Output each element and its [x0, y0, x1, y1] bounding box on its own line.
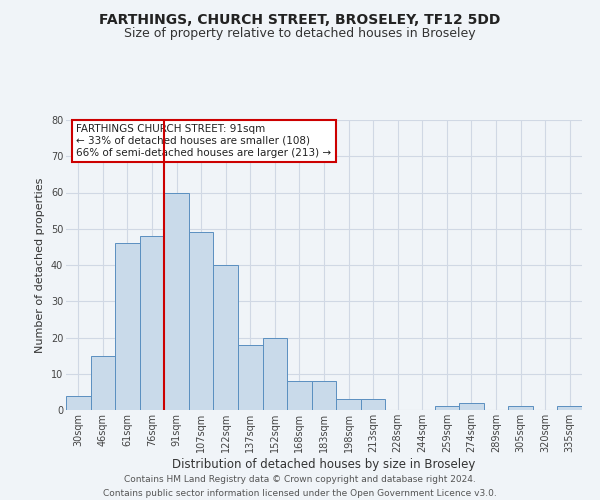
Bar [336, 399, 361, 410]
Bar [164, 192, 189, 410]
Bar [263, 338, 287, 410]
Text: Size of property relative to detached houses in Broseley: Size of property relative to detached ho… [124, 28, 476, 40]
Text: FARTHINGS, CHURCH STREET, BROSELEY, TF12 5DD: FARTHINGS, CHURCH STREET, BROSELEY, TF12… [100, 12, 500, 26]
Text: Contains HM Land Registry data © Crown copyright and database right 2024.
Contai: Contains HM Land Registry data © Crown c… [103, 476, 497, 498]
Bar [140, 236, 164, 410]
Text: FARTHINGS CHURCH STREET: 91sqm
← 33% of detached houses are smaller (108)
66% of: FARTHINGS CHURCH STREET: 91sqm ← 33% of … [76, 124, 331, 158]
Bar [115, 244, 140, 410]
Bar [66, 396, 91, 410]
Bar [312, 381, 336, 410]
Bar [91, 356, 115, 410]
Bar [361, 399, 385, 410]
Bar [189, 232, 214, 410]
Bar [557, 406, 582, 410]
Bar [508, 406, 533, 410]
Bar [214, 265, 238, 410]
X-axis label: Distribution of detached houses by size in Broseley: Distribution of detached houses by size … [172, 458, 476, 470]
Bar [238, 345, 263, 410]
Bar [287, 381, 312, 410]
Bar [434, 406, 459, 410]
Y-axis label: Number of detached properties: Number of detached properties [35, 178, 45, 352]
Bar [459, 403, 484, 410]
